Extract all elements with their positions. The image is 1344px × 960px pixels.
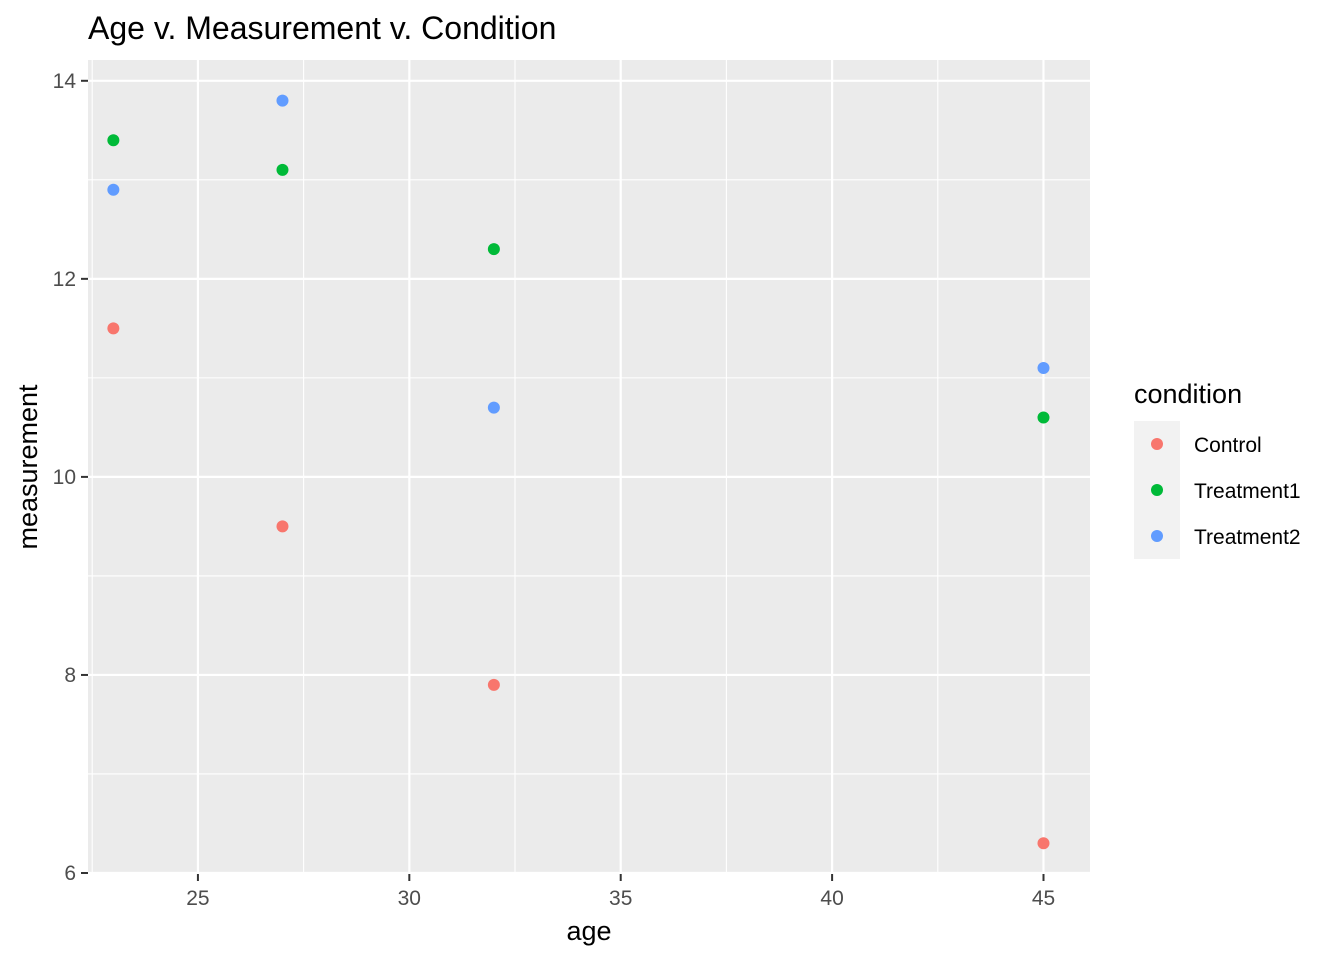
data-point bbox=[1037, 411, 1050, 424]
legend-key bbox=[1151, 530, 1163, 542]
plot-panel bbox=[88, 60, 1090, 874]
x-tick-label: 45 bbox=[1032, 887, 1055, 910]
data-point bbox=[276, 520, 289, 533]
x-tick-label: 30 bbox=[398, 887, 421, 910]
legend-key bbox=[1151, 484, 1163, 496]
y-tick-label: 12 bbox=[53, 268, 76, 291]
data-point bbox=[487, 401, 500, 414]
x-tick-label: 40 bbox=[820, 887, 843, 910]
y-axis: 6 8 10 12 14 bbox=[53, 70, 88, 885]
legend: condition Control Treatment1 Treatment2 bbox=[1134, 379, 1301, 559]
legend-title: condition bbox=[1134, 379, 1242, 409]
chart-title: Age v. Measurement v. Condition bbox=[88, 10, 556, 46]
data-point bbox=[487, 243, 500, 256]
x-tick-label: 25 bbox=[186, 887, 209, 910]
data-point bbox=[107, 183, 120, 196]
data-point bbox=[1037, 837, 1050, 850]
data-points bbox=[107, 94, 1050, 850]
x-axis: 25 30 35 40 45 bbox=[186, 874, 1055, 910]
legend-label: Treatment1 bbox=[1194, 480, 1301, 503]
legend-key bbox=[1151, 438, 1163, 450]
legend-label: Control bbox=[1194, 434, 1262, 457]
data-point bbox=[107, 322, 120, 335]
data-point bbox=[276, 163, 289, 176]
data-point bbox=[1037, 361, 1050, 374]
data-point bbox=[487, 678, 500, 691]
data-point bbox=[107, 134, 120, 147]
y-axis-label: measurement bbox=[13, 384, 43, 550]
y-tick-label: 6 bbox=[64, 862, 76, 885]
x-tick-label: 35 bbox=[609, 887, 632, 910]
data-point bbox=[276, 94, 289, 107]
y-tick-label: 10 bbox=[53, 466, 76, 489]
grid-major bbox=[88, 60, 1090, 875]
y-tick-label: 8 bbox=[64, 664, 76, 687]
x-axis-label: age bbox=[566, 916, 611, 946]
y-tick-label: 14 bbox=[53, 70, 77, 93]
grid-minor bbox=[88, 60, 1090, 874]
legend-label: Treatment2 bbox=[1194, 526, 1301, 549]
